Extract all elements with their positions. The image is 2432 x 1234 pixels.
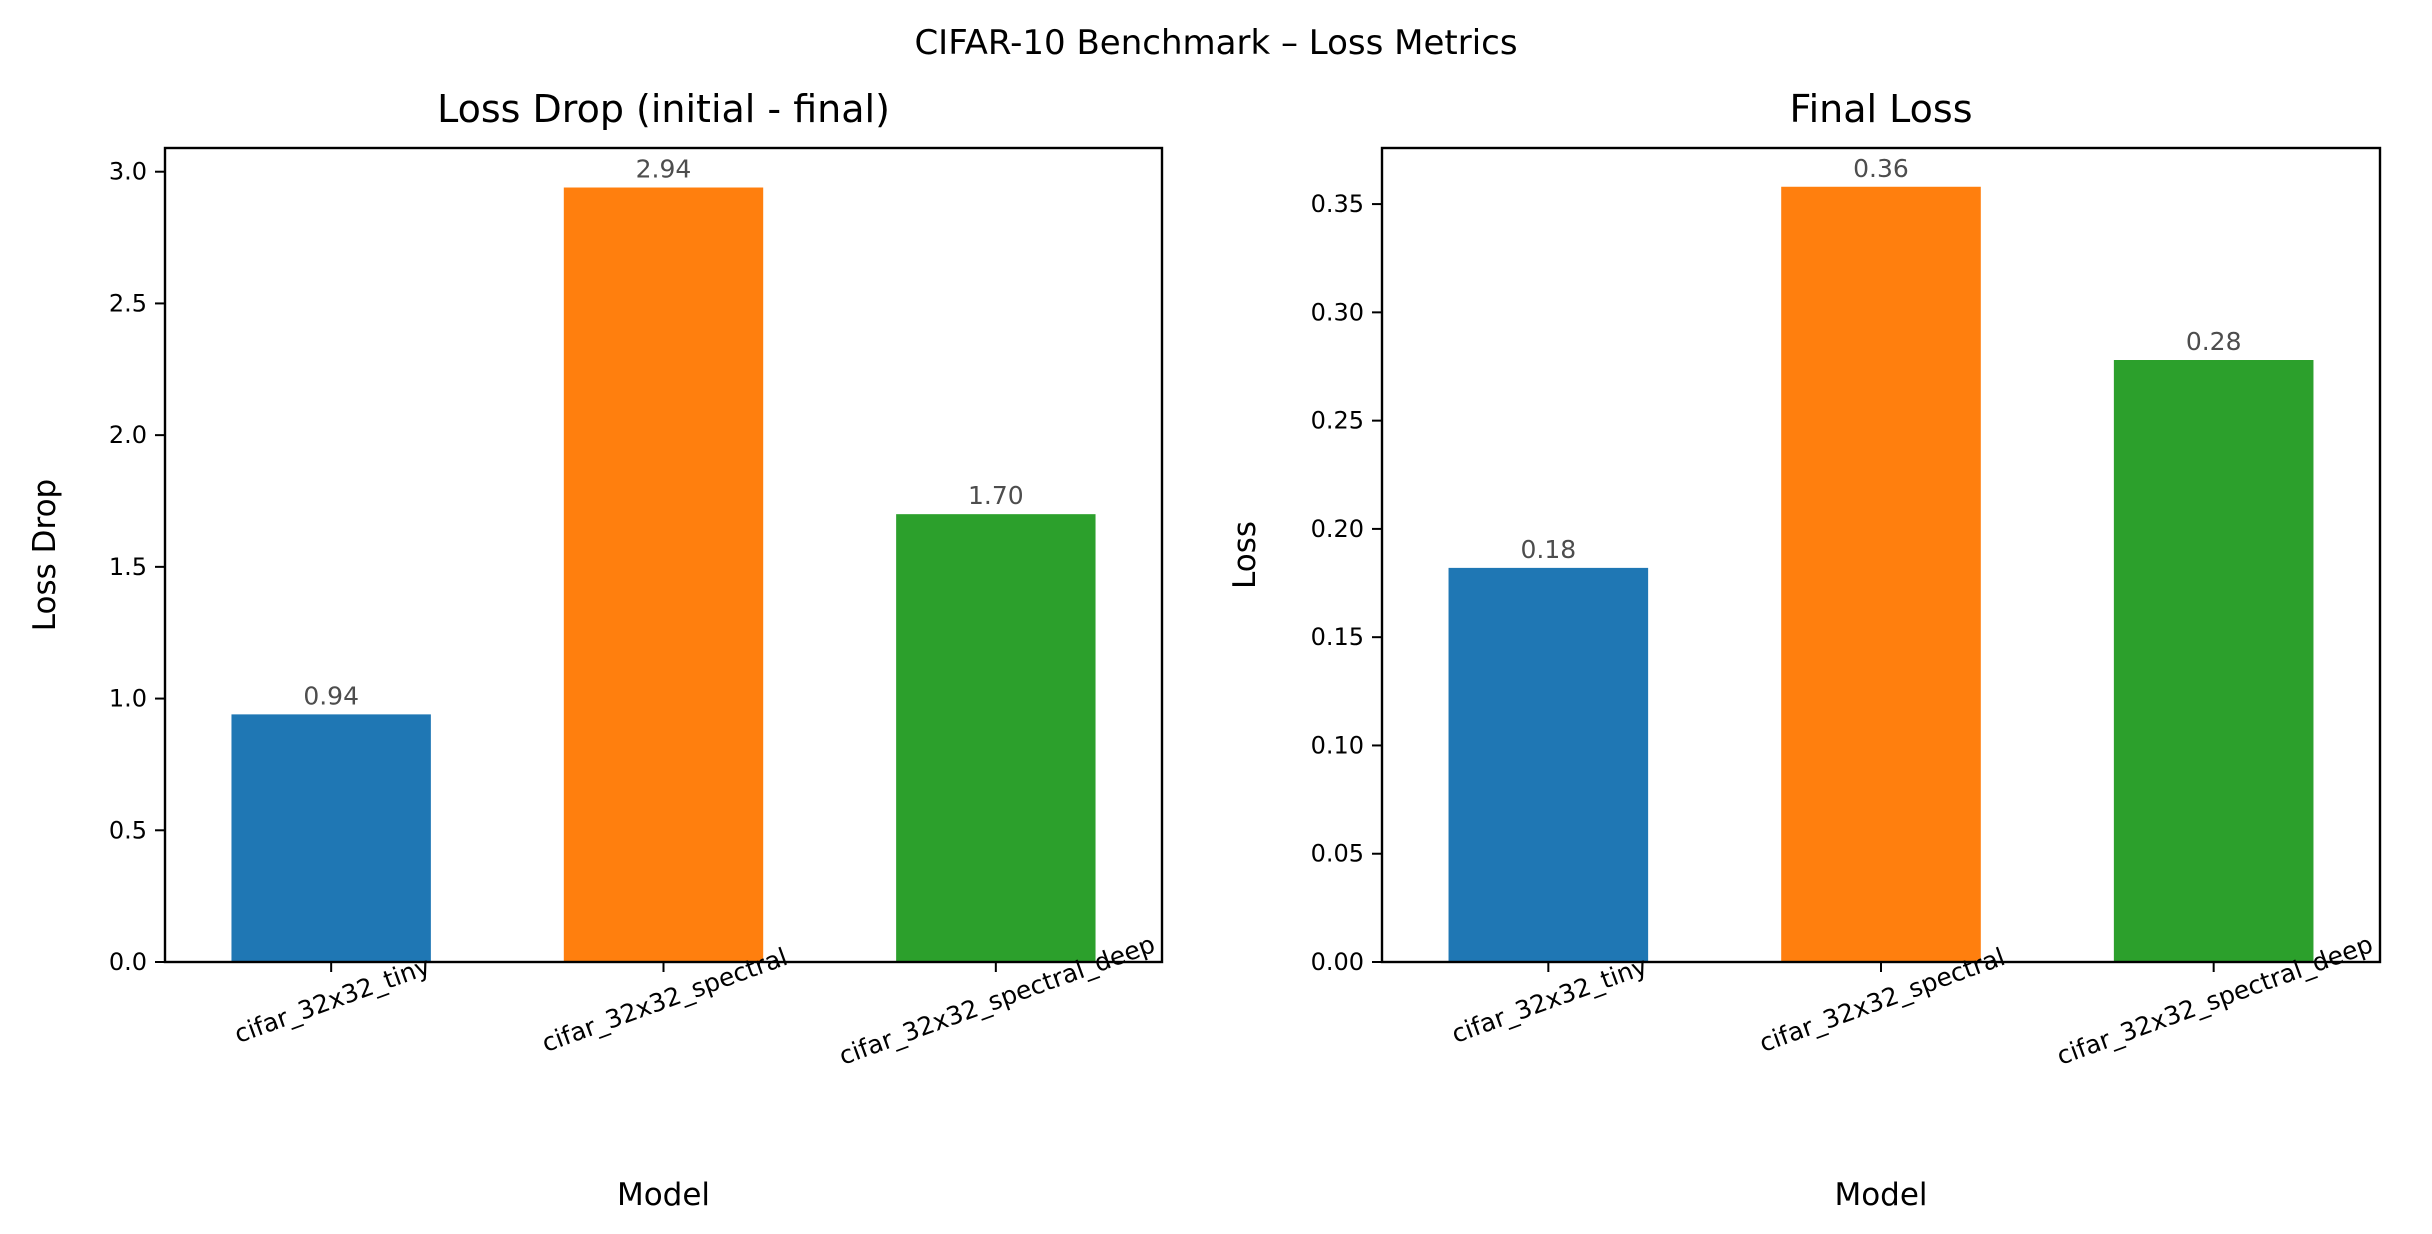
chart-final-loss: 0.18 0.36 0.28 0.00 0.05 0.10 0.15 0.20 0.25 0.30… [1227, 87, 2382, 1213]
figure-suptitle: CIFAR-10 Benchmark – Loss Metrics [914, 23, 1517, 63]
value-label: 0.94 [303, 681, 359, 710]
y-tick-label: 0.35 [1311, 190, 1364, 218]
value-label: 0.18 [1520, 535, 1576, 564]
chart-title: Loss Drop (initial - final) [437, 87, 890, 131]
bar-cifar_32x32_tiny [231, 714, 431, 962]
y-axis-label: Loss Drop [27, 479, 63, 631]
y-tick-label: 0.10 [1311, 731, 1364, 759]
y-tick-label: 2.0 [109, 421, 147, 449]
value-label: 2.94 [636, 155, 692, 184]
bar-cifar_32x32_spectral [1781, 186, 1981, 962]
y-tick-label: 0.5 [109, 816, 147, 844]
bar-cifar_32x32_spectral_deep [2113, 359, 2314, 962]
y-axis-label: Loss [1227, 521, 1263, 589]
bar-cifar_32x32_spectral_deep [896, 514, 1096, 962]
y-tick-label: 0.00 [1311, 948, 1364, 976]
chart-loss-drop: 0.942.941.700.00.51.01.52.02.53.0cifar_3… [27, 87, 1164, 1213]
y-tick-label: 1.0 [109, 685, 147, 713]
y-tick-label: 0.30 [1311, 298, 1364, 326]
x-axis-label: Model [1834, 1177, 1927, 1213]
value-label: 0.28 [2186, 327, 2242, 356]
y-tick-label: 2.5 [109, 289, 147, 317]
chart-title: Final Loss [1789, 87, 1972, 131]
y-tick-label: 0.25 [1311, 407, 1364, 435]
value-label: 0.36 [1853, 154, 1909, 183]
y-tick-label: 0.0 [109, 948, 147, 976]
bar-cifar_32x32_spectral [563, 187, 764, 963]
x-axis-label: Model [617, 1177, 710, 1213]
bar-cifar_32x32_tiny [1448, 567, 1649, 962]
y-tick-label: 3.0 [109, 158, 147, 186]
value-label: 1.70 [968, 481, 1024, 510]
y-tick-label: 1.5 [109, 553, 147, 581]
y-tick-label: 0.20 [1311, 515, 1364, 543]
y-tick-label: 0.05 [1311, 840, 1364, 868]
y-tick-label: 0.15 [1311, 623, 1364, 651]
